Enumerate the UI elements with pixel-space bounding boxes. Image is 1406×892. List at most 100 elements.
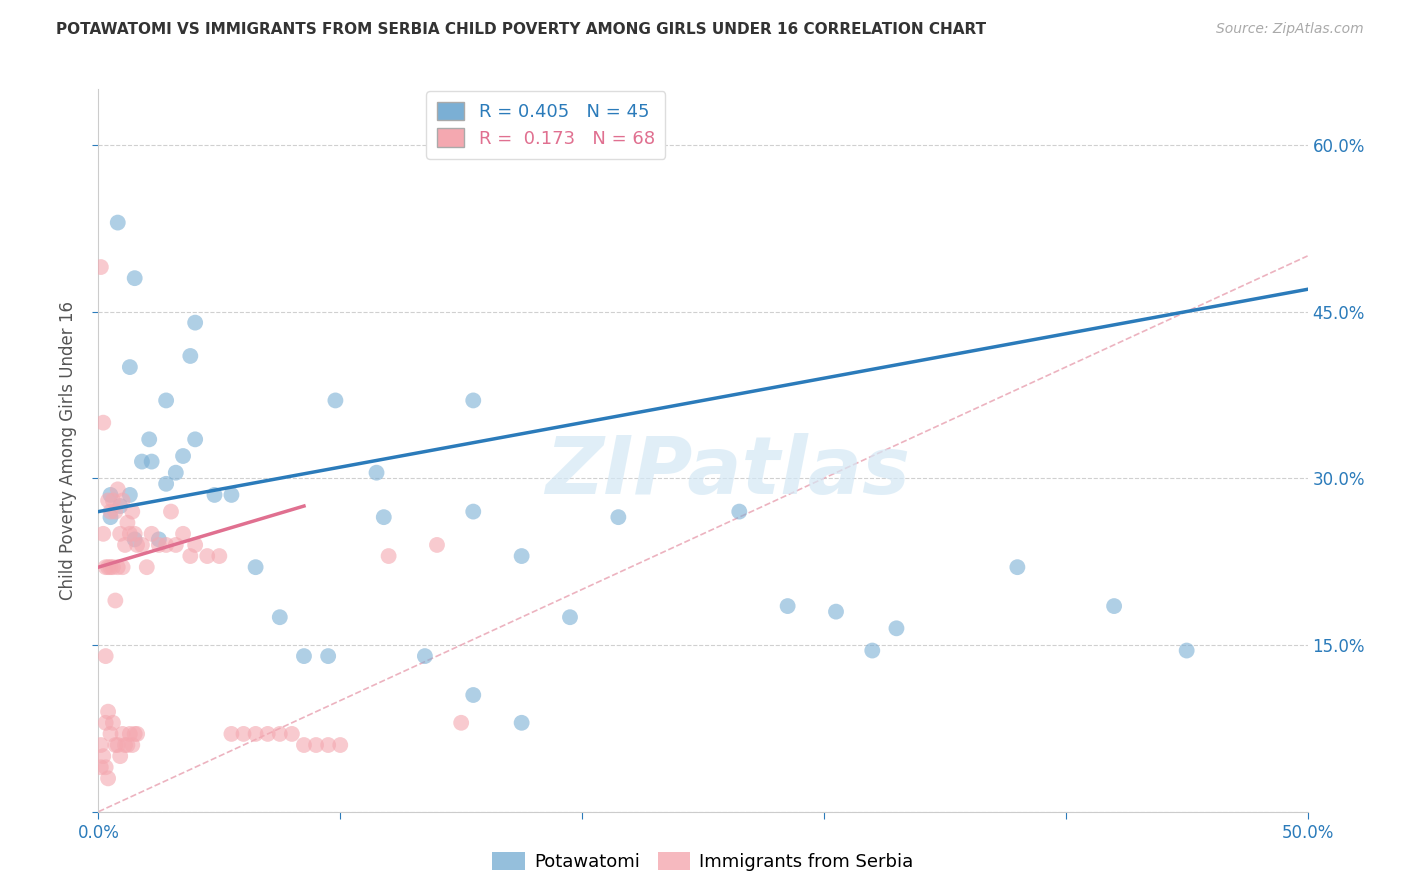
Point — [94, 560, 117, 574]
Point — [108, 499, 131, 513]
Point — [256, 727, 278, 741]
Point — [107, 738, 129, 752]
Point — [204, 488, 226, 502]
Point — [329, 738, 352, 752]
Point — [91, 416, 114, 430]
Point — [90, 260, 112, 274]
Point — [114, 738, 136, 752]
Point — [292, 649, 315, 664]
Point — [607, 510, 630, 524]
Point — [184, 538, 207, 552]
Point — [90, 738, 112, 752]
Point — [100, 510, 122, 524]
Point — [97, 560, 120, 574]
Point — [118, 488, 141, 502]
Point — [124, 533, 146, 547]
Point — [172, 526, 194, 541]
Point — [1249, 71, 1271, 86]
Point — [208, 549, 231, 563]
Point — [305, 738, 328, 752]
Point — [179, 349, 201, 363]
Point — [111, 727, 134, 741]
Point — [179, 549, 201, 563]
Point — [463, 505, 485, 519]
Point — [131, 454, 153, 468]
Text: POTAWATOMI VS IMMIGRANTS FROM SERBIA CHILD POVERTY AMONG GIRLS UNDER 16 CORRELAT: POTAWATOMI VS IMMIGRANTS FROM SERBIA CHI… — [56, 22, 987, 37]
Point — [172, 449, 194, 463]
Point — [118, 360, 141, 375]
Point — [107, 560, 129, 574]
Point — [104, 593, 127, 607]
Point — [269, 610, 291, 624]
Point — [426, 538, 449, 552]
Point — [245, 727, 267, 741]
Point — [101, 560, 124, 574]
Point — [377, 549, 399, 563]
Point — [463, 688, 485, 702]
Point — [269, 727, 291, 741]
Point — [148, 533, 170, 547]
Point — [886, 621, 908, 635]
Point — [107, 216, 129, 230]
Point — [195, 549, 218, 563]
Point — [232, 727, 254, 741]
Legend: Potawatomi, Immigrants from Serbia: Potawatomi, Immigrants from Serbia — [485, 845, 921, 879]
Point — [124, 271, 146, 285]
Point — [558, 610, 581, 624]
Point — [141, 526, 163, 541]
Point — [94, 715, 117, 730]
Point — [316, 738, 339, 752]
Point — [245, 560, 267, 574]
Point — [510, 549, 533, 563]
Point — [373, 510, 395, 524]
Legend: R = 0.405   N = 45, R =  0.173   N = 68: R = 0.405 N = 45, R = 0.173 N = 68 — [426, 91, 665, 159]
Point — [281, 727, 304, 741]
Point — [118, 727, 141, 741]
Point — [117, 738, 139, 752]
Point — [135, 560, 157, 574]
Point — [160, 505, 183, 519]
Point — [366, 466, 388, 480]
Point — [148, 538, 170, 552]
Point — [221, 488, 243, 502]
Point — [121, 738, 143, 752]
Point — [118, 526, 141, 541]
Point — [108, 749, 131, 764]
Point — [292, 738, 315, 752]
Point — [101, 493, 124, 508]
Point — [100, 727, 122, 741]
Point — [510, 715, 533, 730]
Text: Source: ZipAtlas.com: Source: ZipAtlas.com — [1216, 22, 1364, 37]
Point — [165, 538, 187, 552]
Point — [91, 749, 114, 764]
Point — [776, 599, 799, 613]
Point — [107, 483, 129, 497]
Point — [155, 393, 177, 408]
Point — [91, 526, 114, 541]
Text: ZIPatlas: ZIPatlas — [544, 434, 910, 511]
Point — [1007, 560, 1029, 574]
Point — [141, 454, 163, 468]
Point — [138, 433, 160, 447]
Point — [97, 705, 120, 719]
Point — [111, 493, 134, 508]
Point — [104, 505, 127, 519]
Point — [155, 538, 177, 552]
Point — [184, 433, 207, 447]
Y-axis label: Child Poverty Among Girls Under 16: Child Poverty Among Girls Under 16 — [59, 301, 77, 600]
Point — [94, 760, 117, 774]
Point — [97, 493, 120, 508]
Point — [97, 772, 120, 786]
Point — [1175, 643, 1198, 657]
Point — [108, 526, 131, 541]
Point — [100, 560, 122, 574]
Point — [316, 649, 339, 664]
Point — [100, 505, 122, 519]
Point — [413, 649, 436, 664]
Point — [104, 738, 127, 752]
Point — [860, 643, 883, 657]
Point — [100, 488, 122, 502]
Point — [325, 393, 347, 408]
Point — [121, 505, 143, 519]
Point — [114, 538, 136, 552]
